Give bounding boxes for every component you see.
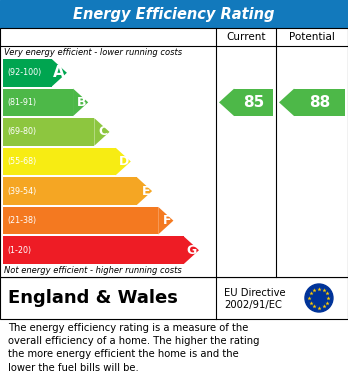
Polygon shape xyxy=(184,237,199,264)
Bar xyxy=(294,89,345,116)
Text: (21-38): (21-38) xyxy=(7,216,36,225)
Text: B: B xyxy=(77,96,86,109)
Text: EU Directive: EU Directive xyxy=(224,288,286,298)
Text: Not energy efficient - higher running costs: Not energy efficient - higher running co… xyxy=(4,266,182,275)
Bar xyxy=(0,277,348,319)
Polygon shape xyxy=(158,207,173,235)
Polygon shape xyxy=(137,177,152,205)
Text: F: F xyxy=(163,214,172,227)
Bar xyxy=(3,177,137,205)
Text: C: C xyxy=(98,126,108,138)
Text: (81-91): (81-91) xyxy=(7,98,36,107)
Circle shape xyxy=(305,284,333,312)
Text: Very energy efficient - lower running costs: Very energy efficient - lower running co… xyxy=(4,48,182,57)
Text: D: D xyxy=(119,155,129,168)
Polygon shape xyxy=(73,89,88,116)
Text: 2002/91/EC: 2002/91/EC xyxy=(224,300,282,310)
Text: G: G xyxy=(187,244,197,257)
Text: Potential: Potential xyxy=(289,32,335,42)
Text: The energy efficiency rating is a measure of the
overall efficiency of a home. T: The energy efficiency rating is a measur… xyxy=(8,323,260,373)
Bar xyxy=(3,148,116,175)
Text: Current: Current xyxy=(226,32,266,42)
Bar xyxy=(3,207,158,235)
Text: E: E xyxy=(142,185,150,197)
Polygon shape xyxy=(116,148,131,175)
Polygon shape xyxy=(52,59,67,86)
Text: England & Wales: England & Wales xyxy=(8,289,178,307)
Text: 85: 85 xyxy=(243,95,264,110)
Bar xyxy=(0,0,348,28)
Text: 88: 88 xyxy=(309,95,330,110)
Text: (55-68): (55-68) xyxy=(7,157,36,166)
Text: (1-20): (1-20) xyxy=(7,246,31,255)
Bar xyxy=(3,89,73,116)
Text: A: A xyxy=(53,65,65,80)
Bar xyxy=(3,118,94,146)
Bar xyxy=(3,59,52,86)
Text: Energy Efficiency Rating: Energy Efficiency Rating xyxy=(73,7,275,22)
Bar xyxy=(3,237,184,264)
Bar xyxy=(234,89,273,116)
Bar xyxy=(0,28,348,277)
Polygon shape xyxy=(94,118,110,146)
Polygon shape xyxy=(279,89,294,116)
Text: (92-100): (92-100) xyxy=(7,68,41,77)
Polygon shape xyxy=(219,89,234,116)
Text: (39-54): (39-54) xyxy=(7,187,36,196)
Text: (69-80): (69-80) xyxy=(7,127,36,136)
